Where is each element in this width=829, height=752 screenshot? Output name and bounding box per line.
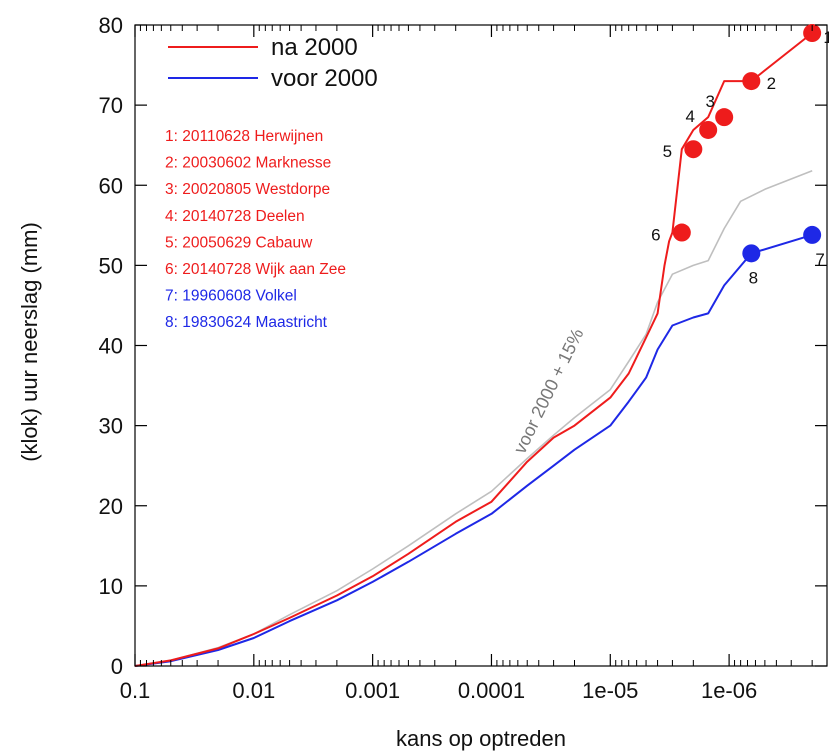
event-point-label: 4 bbox=[685, 107, 694, 126]
event-list-item: 3: 20020805 Westdorpe bbox=[165, 181, 330, 198]
event-point-label: 8 bbox=[749, 268, 758, 287]
event-list-item: 7: 19960608 Volkel bbox=[165, 288, 297, 305]
y-tick-label: 50 bbox=[99, 253, 123, 278]
event-point-1 bbox=[803, 24, 822, 43]
x-tick-label: 0.01 bbox=[232, 678, 275, 703]
event-point-8 bbox=[742, 244, 761, 263]
event-list-item: 6: 20140728 Wijk aan Zee bbox=[165, 261, 346, 278]
y-tick-label: 80 bbox=[99, 13, 123, 38]
event-point-4 bbox=[699, 120, 718, 139]
event-point-label: 2 bbox=[767, 74, 776, 93]
event-list-item: 1: 20110628 Herwijnen bbox=[165, 128, 323, 145]
event-list-item: 2: 20030602 Marknesse bbox=[165, 155, 331, 172]
event-point-5 bbox=[684, 140, 703, 159]
event-point-7 bbox=[803, 225, 822, 244]
event-point-label: 3 bbox=[705, 92, 714, 111]
y-tick-label: 0 bbox=[111, 654, 123, 679]
annotation-label: voor 2000 + 15% bbox=[510, 325, 588, 457]
legend: na 2000 voor 2000 bbox=[168, 34, 378, 92]
event-point-label: 5 bbox=[663, 142, 672, 161]
series-line-voor-2000 bbox=[134, 233, 813, 667]
y-axis-title: (klok) uur neerslag (mm) bbox=[17, 222, 42, 462]
event-points: 1 2 345 6 7 8 bbox=[651, 24, 829, 287]
series-line-na-2000 bbox=[134, 32, 813, 667]
x-tick-label: 0.001 bbox=[345, 678, 400, 703]
legend-label: voor 2000 bbox=[271, 65, 378, 92]
y-tick-label: 30 bbox=[99, 414, 123, 439]
event-list: 1: 20110628 Herwijnen 2: 20030602 Marknes… bbox=[165, 128, 346, 331]
event-point-3 bbox=[715, 108, 734, 127]
y-tick-label: 60 bbox=[99, 173, 123, 198]
y-tick-label: 70 bbox=[99, 93, 123, 118]
x-axis-title: kans op optreden bbox=[396, 726, 566, 751]
event-list-item: 8: 19830624 Maastricht bbox=[165, 314, 328, 331]
event-list-item: 5: 20050629 Cabauw bbox=[165, 234, 313, 251]
event-list-item: 4: 20140728 Deelen bbox=[165, 208, 305, 225]
x-tick-label: 1e-05 bbox=[582, 678, 638, 703]
event-point-label: 1 bbox=[823, 28, 829, 47]
event-point-label: 7 bbox=[815, 250, 824, 269]
legend-label: na 2000 bbox=[271, 34, 358, 61]
axes: 0.1 0.01 0.001 0.0001 1e-05 1e-06 0 10 20 30 40 50 6… bbox=[99, 13, 827, 703]
y-tick-label: 40 bbox=[99, 334, 123, 359]
x-tick-label: 1e-06 bbox=[701, 678, 757, 703]
series-line-reference bbox=[134, 170, 813, 667]
y-tick-label: 10 bbox=[99, 574, 123, 599]
y-tick-label: 20 bbox=[99, 494, 123, 519]
event-point-6 bbox=[672, 223, 691, 242]
series-lines bbox=[134, 32, 813, 667]
x-tick-label: 0.0001 bbox=[458, 678, 525, 703]
x-tick-label: 0.1 bbox=[120, 678, 151, 703]
event-point-label: 6 bbox=[651, 226, 660, 245]
event-point-2 bbox=[742, 72, 761, 91]
